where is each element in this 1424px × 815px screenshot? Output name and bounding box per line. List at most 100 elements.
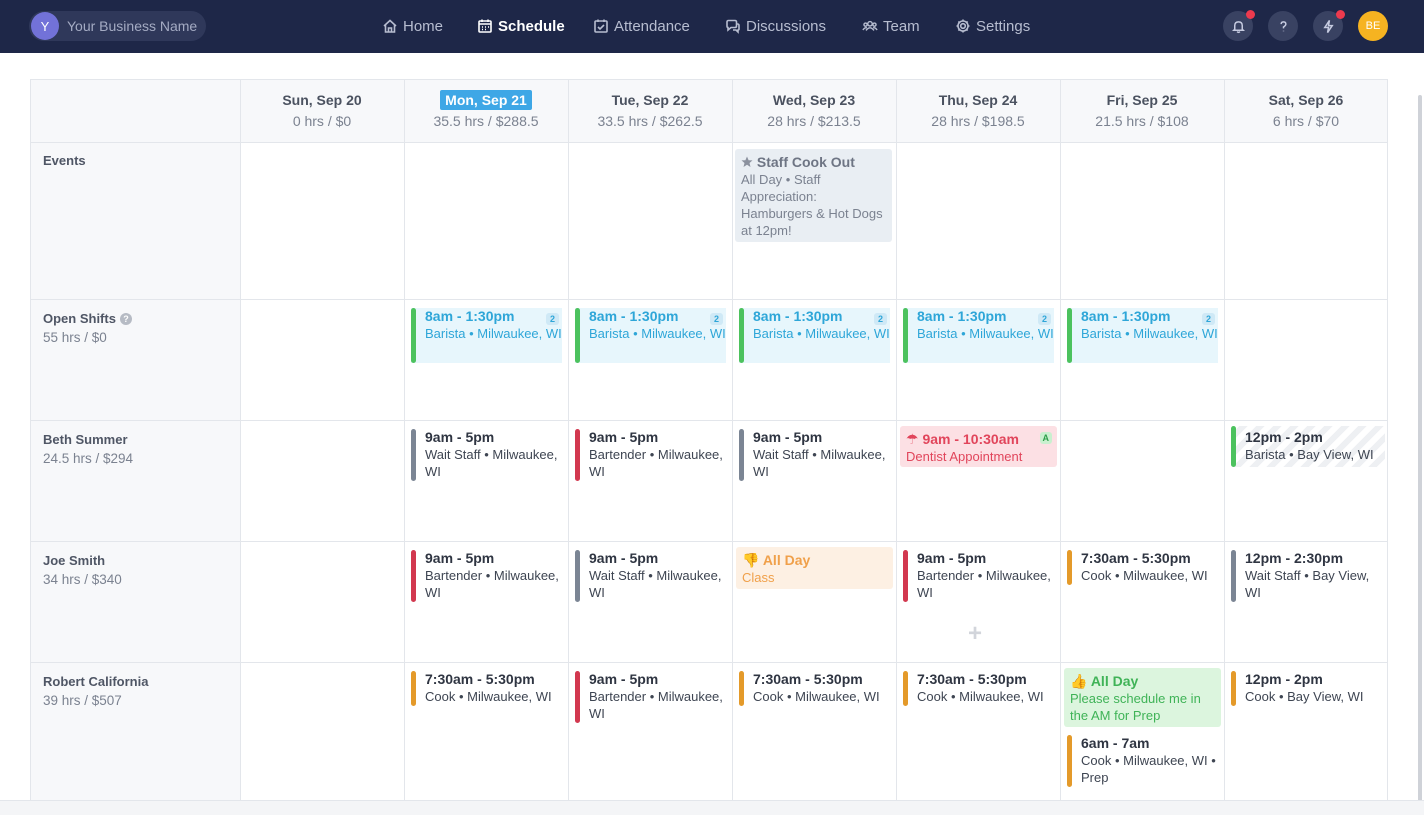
nav-attendance[interactable]: Attendance xyxy=(593,15,690,37)
nav-home[interactable]: Home xyxy=(382,15,443,37)
shift-time: 9am - 5pm xyxy=(589,671,659,687)
shift-joe-sat[interactable]: 12pm - 2:30pm Wait Staff • Bay View, WI xyxy=(1231,550,1382,602)
shift-robert-wed[interactable]: 7:30am - 5:30pm Cook • Milwaukee, WI xyxy=(739,671,890,706)
bottom-bar xyxy=(0,800,1424,815)
shift-beth-sat[interactable]: 12pm - 2pm Barista • Bay View, WI xyxy=(1231,426,1385,467)
shift-time: 8am - 1:30pm xyxy=(753,308,843,324)
bell-icon xyxy=(1231,20,1245,33)
umbrella-icon: ☂ xyxy=(906,431,919,447)
nav-discussions[interactable]: Discussions xyxy=(725,15,826,37)
shift-robert-tue[interactable]: 9am - 5pm Bartender • Milwaukee, WI xyxy=(575,671,726,723)
time-off-beth-thu[interactable]: ☂ 9am - 10:30am Dentist Appointment A xyxy=(900,426,1057,467)
shift-beth-tue[interactable]: 9am - 5pm Bartender • Milwaukee, WI xyxy=(575,429,726,481)
nav-schedule[interactable]: Schedule xyxy=(477,15,565,37)
help-icon[interactable]: ? xyxy=(119,313,132,325)
day-summary: 0 hrs / $0 xyxy=(292,113,352,129)
lightning-icon xyxy=(1322,19,1334,33)
row-label-robert-california[interactable]: Robert California 39 hrs / $507 xyxy=(43,674,148,708)
grid-line xyxy=(732,80,733,814)
open-shift-count: 2 xyxy=(1037,313,1051,325)
open-shift-mon[interactable]: 8am - 1:30pm Barista • Milwaukee, WI 2 xyxy=(411,308,562,363)
unavailability-time-text: All Day xyxy=(762,552,811,568)
business-avatar: Y xyxy=(31,12,59,40)
vertical-scrollbar[interactable] xyxy=(1418,95,1422,803)
preference-time: 👍 All Day xyxy=(1070,673,1215,690)
shift-description: Wait Staff • Milwaukee, WI xyxy=(753,447,886,479)
day-summary: 33.5 hrs / $262.5 xyxy=(597,113,703,129)
preference-note: Please schedule me in the AM for Prep xyxy=(1070,691,1201,723)
shift-robert-sat[interactable]: 12pm - 2pm Cook • Bay View, WI xyxy=(1231,671,1382,706)
shift-description: Cook • Bay View, WI xyxy=(1245,689,1364,704)
chat-icon xyxy=(726,19,740,34)
row-label-joe-smith[interactable]: Joe Smith 34 hrs / $340 xyxy=(43,553,122,587)
day-header-row xyxy=(31,80,1387,142)
business-switcher[interactable]: Y Your Business Name xyxy=(29,11,206,41)
day-header-fri[interactable]: Fri, Sep 25 21.5 hrs / $108 xyxy=(1060,80,1224,142)
event-description: All Day • Staff Appreciation: Hamburgers… xyxy=(741,172,883,238)
row-summary: 24.5 hrs / $294 xyxy=(43,451,134,466)
help-button[interactable] xyxy=(1268,11,1298,41)
row-name: Open Shifts? xyxy=(43,311,132,326)
shift-robert-mon[interactable]: 7:30am - 5:30pm Cook • Milwaukee, WI xyxy=(411,671,562,706)
whats-new-button[interactable] xyxy=(1313,10,1345,41)
home-icon xyxy=(383,19,397,33)
open-shift-fri[interactable]: 8am - 1:30pm Barista • Milwaukee, WI 2 xyxy=(1067,308,1218,363)
shift-description: Bartender • Milwaukee, WI xyxy=(917,568,1051,600)
shift-joe-tue[interactable]: 9am - 5pm Wait Staff • Milwaukee, WI xyxy=(575,550,726,602)
day-header-wed[interactable]: Wed, Sep 23 28 hrs / $213.5 xyxy=(732,80,896,142)
shift-time: 8am - 1:30pm xyxy=(425,308,515,324)
day-summary: 28 hrs / $198.5 xyxy=(931,113,1025,129)
open-shift-thu[interactable]: 8am - 1:30pm Barista • Milwaukee, WI 2 xyxy=(903,308,1054,363)
grid-line xyxy=(31,541,1387,542)
shift-description: Cook • Milwaukee, WI • Prep xyxy=(1081,753,1216,785)
shift-time: 7:30am - 5:30pm xyxy=(425,671,535,687)
open-shift-wed[interactable]: 8am - 1:30pm Barista • Milwaukee, WI 2 xyxy=(739,308,890,363)
shift-description: Cook • Milwaukee, WI xyxy=(425,689,552,704)
day-header-tue[interactable]: Tue, Sep 22 33.5 hrs / $262.5 xyxy=(568,80,732,142)
notifications-button[interactable] xyxy=(1223,10,1255,41)
nav-settings-label: Settings xyxy=(976,17,1031,35)
event-title-text: Staff Cook Out xyxy=(756,154,855,170)
shift-time: 7:30am - 5:30pm xyxy=(917,671,1027,687)
checklist-icon xyxy=(594,19,608,33)
shift-time: 7:30am - 5:30pm xyxy=(753,671,863,687)
row-label-beth-summer[interactable]: Beth Summer 24.5 hrs / $294 xyxy=(43,432,133,466)
shift-beth-mon[interactable]: 9am - 5pm Wait Staff • Milwaukee, WI xyxy=(411,429,562,481)
shift-time: 9am - 5pm xyxy=(917,550,987,566)
day-header-sun[interactable]: Sun, Sep 20 0 hrs / $0 xyxy=(240,80,404,142)
user-avatar[interactable]: BE xyxy=(1358,11,1388,41)
shift-time: 8am - 1:30pm xyxy=(917,308,1007,324)
row-label-events: Events xyxy=(43,153,86,168)
open-shift-tue[interactable]: 8am - 1:30pm Barista • Milwaukee, WI 2 xyxy=(575,308,726,363)
nav-settings[interactable]: Settings xyxy=(955,15,1030,37)
day-header-mon[interactable]: Mon, Sep 21 35.5 hrs / $288.5 xyxy=(404,80,568,142)
shift-joe-mon[interactable]: 9am - 5pm Bartender • Milwaukee, WI xyxy=(411,550,562,602)
shift-robert-fri[interactable]: 6am - 7am Cook • Milwaukee, WI • Prep xyxy=(1067,735,1218,787)
shift-beth-wed[interactable]: 9am - 5pm Wait Staff • Milwaukee, WI xyxy=(739,429,890,481)
add-shift-icon[interactable]: + xyxy=(968,620,983,647)
day-name: Sun, Sep 20 xyxy=(282,92,362,108)
day-header-thu[interactable]: Thu, Sep 24 28 hrs / $198.5 xyxy=(896,80,1060,142)
row-name: Joe Smith xyxy=(43,553,106,568)
whats-new-dot xyxy=(1336,10,1345,19)
open-shift-count: 2 xyxy=(873,313,887,325)
shift-joe-fri[interactable]: 7:30am - 5:30pm Cook • Milwaukee, WI xyxy=(1067,550,1218,585)
day-header-sat[interactable]: Sat, Sep 26 6 hrs / $70 xyxy=(1224,80,1387,142)
preference-robert-fri[interactable]: 👍 All Day Please schedule me in the AM f… xyxy=(1064,668,1221,727)
grid-line xyxy=(1224,80,1225,814)
nav-team[interactable]: Team xyxy=(862,15,920,37)
time-off-time: ☂ 9am - 10:30am xyxy=(906,431,1051,448)
nav-attendance-label: Attendance xyxy=(614,17,690,35)
nav-team-label: Team xyxy=(883,17,920,35)
shift-robert-thu[interactable]: 7:30am - 5:30pm Cook • Milwaukee, WI xyxy=(903,671,1054,706)
shift-description: Wait Staff • Milwaukee, WI xyxy=(425,447,558,479)
row-label-column xyxy=(31,80,240,814)
grid-line xyxy=(1060,80,1061,814)
event-staff-cook-out[interactable]: Staff Cook Out All Day • Staff Appreciat… xyxy=(735,149,892,242)
schedule-grid: Sun, Sep 20 0 hrs / $0 Mon, Sep 21 35.5 … xyxy=(30,79,1388,815)
shift-time: 8am - 1:30pm xyxy=(1081,308,1171,324)
unavailability-joe-wed[interactable]: 👎 All Day Class xyxy=(736,547,893,589)
unavailability-reason: Class xyxy=(742,570,775,585)
shift-joe-thu[interactable]: 9am - 5pm Bartender • Milwaukee, WI xyxy=(903,550,1054,602)
shift-description: Barista • Milwaukee, WI xyxy=(425,326,562,341)
